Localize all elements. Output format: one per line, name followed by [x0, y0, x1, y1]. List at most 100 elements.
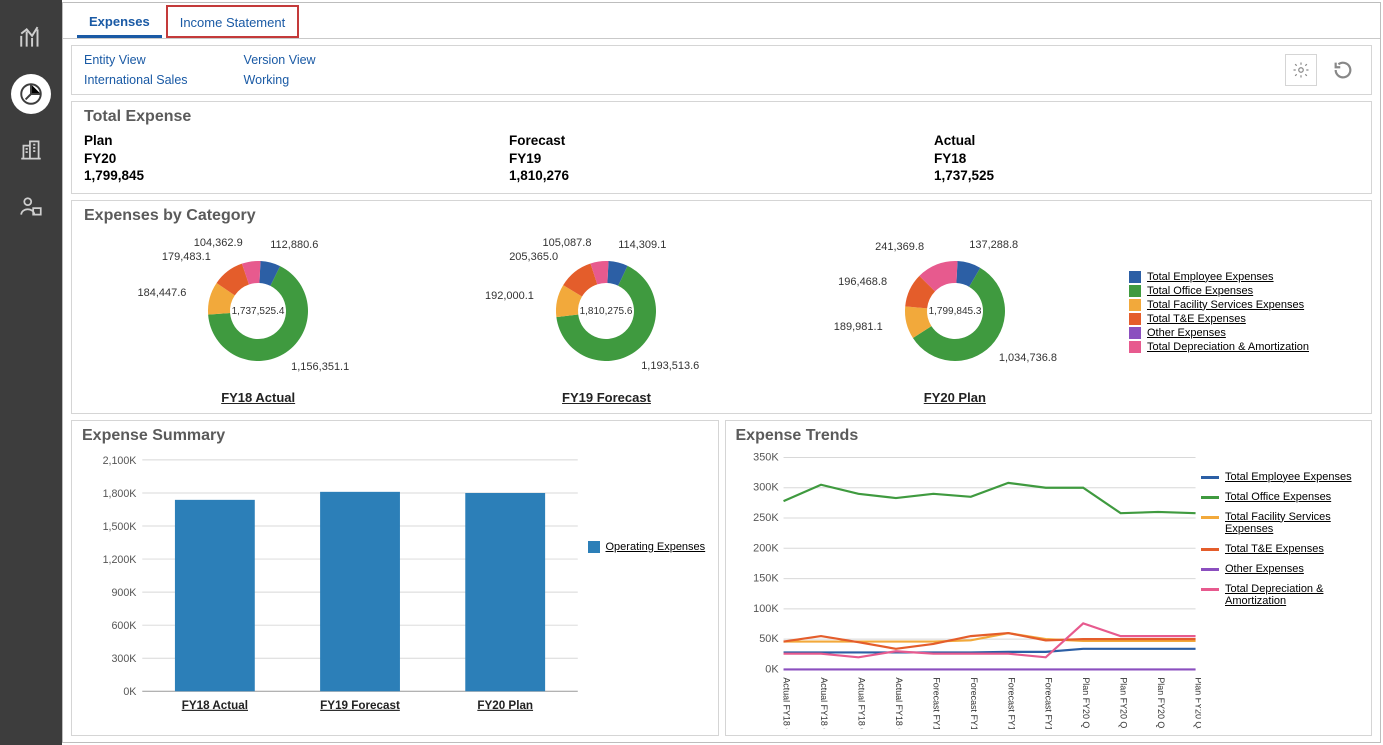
- expense-trends-chart-area: 0K50K100K150K200K250K300K350KActual FY18…: [736, 451, 1362, 729]
- pov-version-label[interactable]: Version View: [244, 50, 316, 70]
- donut-slice-label: 196,468.8: [838, 276, 887, 288]
- svg-text:1,500K: 1,500K: [103, 521, 138, 533]
- donut-slice-label: 205,365.0: [509, 251, 558, 263]
- donut-slice-label: 189,981.1: [834, 321, 883, 333]
- svg-text:1,200K: 1,200K: [103, 554, 138, 566]
- svg-text:Forecast FY19 Q4: Forecast FY19 Q4: [1043, 677, 1053, 729]
- bar-growth-icon: [18, 25, 44, 51]
- legend-label: Other Expenses: [1147, 327, 1226, 339]
- legend-swatch: [1201, 516, 1219, 519]
- donut-caption: FY20 Plan: [781, 390, 1129, 405]
- donut-caption: FY18 Actual: [84, 390, 432, 405]
- total-expense-title: Total Expense: [84, 108, 1359, 126]
- svg-text:FY19 Forecast: FY19 Forecast: [320, 698, 400, 711]
- legend-swatch: [1129, 299, 1141, 311]
- tab-expenses[interactable]: Expenses: [77, 6, 162, 38]
- donut-row: 112,880.61,156,351.1184,447.6179,483.110…: [84, 231, 1359, 405]
- legend-label: Total Facility Services Expenses: [1147, 299, 1304, 311]
- expense-trends-title: Expense Trends: [736, 427, 1362, 445]
- svg-text:Actual FY18 Q4: Actual FY18 Q4: [893, 677, 903, 729]
- gear-icon: [1292, 61, 1310, 79]
- legend-label: Total Depreciation & Amortization: [1147, 341, 1309, 353]
- pov-version: Version View Working: [244, 50, 316, 90]
- pie-tools-icon: [18, 81, 44, 107]
- total-period: FY18: [934, 150, 1359, 168]
- svg-text:0K: 0K: [123, 686, 137, 698]
- nav-item-users[interactable]: [11, 186, 51, 226]
- legend-label: Total T&E Expenses: [1147, 313, 1246, 325]
- expenses-by-category-title: Expenses by Category: [84, 207, 1359, 225]
- legend-swatch: [1129, 285, 1141, 297]
- donut-caption: FY19 Forecast: [432, 390, 780, 405]
- pov-entity-label[interactable]: Entity View: [84, 50, 188, 70]
- donut-slice-label: 105,087.8: [543, 237, 592, 249]
- legend-item: Total Facility Services Expenses: [1201, 511, 1361, 535]
- total-period: FY19: [509, 150, 934, 168]
- svg-text:Plan FY20 Q1: Plan FY20 Q1: [1081, 677, 1091, 729]
- svg-text:1,810,275.6: 1,810,275.6: [580, 306, 633, 317]
- nav-item-dashboards[interactable]: [11, 74, 51, 114]
- expense-summary-panel: Expense Summary 0K300K600K900K1,200K1,50…: [71, 420, 719, 736]
- legend-item: Total Facility Services Expenses: [1129, 299, 1359, 311]
- legend-swatch: [1201, 496, 1219, 499]
- svg-text:200K: 200K: [753, 542, 779, 554]
- pov-entity-value[interactable]: International Sales: [84, 70, 188, 90]
- settings-button[interactable]: [1285, 54, 1317, 86]
- donut-slice-label: 1,156,351.1: [291, 361, 349, 373]
- expense-summary-title: Expense Summary: [82, 427, 708, 445]
- legend-swatch: [1201, 476, 1219, 479]
- pov-version-value[interactable]: Working: [244, 70, 316, 90]
- legend-label: Other Expenses: [1225, 563, 1304, 575]
- donut-slice-label: 184,447.6: [137, 287, 186, 299]
- legend-swatch: [1129, 313, 1141, 325]
- svg-text:FY18 Actual: FY18 Actual: [182, 698, 248, 711]
- expense-summary-chart: 0K300K600K900K1,200K1,500K1,800K2,100KFY…: [82, 451, 588, 729]
- refresh-button[interactable]: [1327, 54, 1359, 86]
- legend-label: Total Facility Services Expenses: [1225, 511, 1361, 535]
- total-heading: Forecast: [509, 132, 934, 150]
- svg-text:900K: 900K: [111, 587, 137, 599]
- donut-slice-label: 104,362.9: [194, 237, 243, 249]
- legend-swatch: [588, 541, 600, 553]
- total-expense-row: Plan FY20 1,799,845 Forecast FY19 1,810,…: [84, 132, 1359, 185]
- donut-slice-label: 114,309.1: [618, 239, 666, 251]
- user-card-icon: [18, 193, 44, 219]
- tab-bar: Expenses Income Statement: [63, 3, 1380, 39]
- nav-item-data[interactable]: [11, 130, 51, 170]
- legend-item: Total Depreciation & Amortization: [1201, 583, 1361, 607]
- svg-text:300K: 300K: [753, 481, 779, 493]
- svg-text:Actual FY18 Q3: Actual FY18 Q3: [856, 677, 866, 729]
- legend-label: Total Office Expenses: [1225, 491, 1331, 503]
- total-value: 1,737,525: [934, 167, 1359, 185]
- legend-swatch: [1201, 548, 1219, 551]
- expense-trends-panel: Expense Trends 0K50K100K150K200K250K300K…: [725, 420, 1373, 736]
- pov-entity: Entity View International Sales: [84, 50, 188, 90]
- total-heading: Actual: [934, 132, 1359, 150]
- legend-item: Total Office Expenses: [1201, 491, 1361, 503]
- svg-text:350K: 350K: [753, 451, 779, 463]
- legend-item: Total T&E Expenses: [1201, 543, 1361, 555]
- donut-slice-label: 241,369.8: [875, 241, 924, 253]
- expense-trends-chart: 0K50K100K150K200K250K300K350KActual FY18…: [736, 451, 1202, 729]
- legend-label: Total Employee Expenses: [1147, 271, 1274, 283]
- tab-income-statement[interactable]: Income Statement: [166, 5, 300, 38]
- donut-slice-label: 137,288.8: [969, 239, 1018, 251]
- svg-text:Plan FY20 Q3: Plan FY20 Q3: [1156, 677, 1166, 729]
- total-period: FY20: [84, 150, 509, 168]
- pov-left: Entity View International Sales Version …: [84, 50, 372, 90]
- svg-text:1,800K: 1,800K: [103, 487, 138, 499]
- svg-text:Plan FY20 Q4: Plan FY20 Q4: [1193, 677, 1201, 729]
- legend-item: Total Employee Expenses: [1129, 271, 1359, 283]
- legend-swatch: [1129, 341, 1141, 353]
- legend-label: Total Depreciation & Amortization: [1225, 583, 1361, 607]
- total-col-actual: Actual FY18 1,737,525: [934, 132, 1359, 185]
- legend-item: Total T&E Expenses: [1129, 313, 1359, 325]
- svg-text:Plan FY20 Q2: Plan FY20 Q2: [1118, 677, 1128, 729]
- svg-text:Forecast FY19 Q1: Forecast FY19 Q1: [931, 677, 941, 729]
- donut-chart: 112,880.61,156,351.1184,447.6179,483.110…: [84, 231, 432, 405]
- nav-item-analytics[interactable]: [11, 18, 51, 58]
- svg-text:150K: 150K: [753, 572, 779, 584]
- svg-text:FY20 Plan: FY20 Plan: [477, 698, 533, 711]
- main-content: Expenses Income Statement Entity View In…: [62, 2, 1381, 743]
- total-col-plan: Plan FY20 1,799,845: [84, 132, 509, 185]
